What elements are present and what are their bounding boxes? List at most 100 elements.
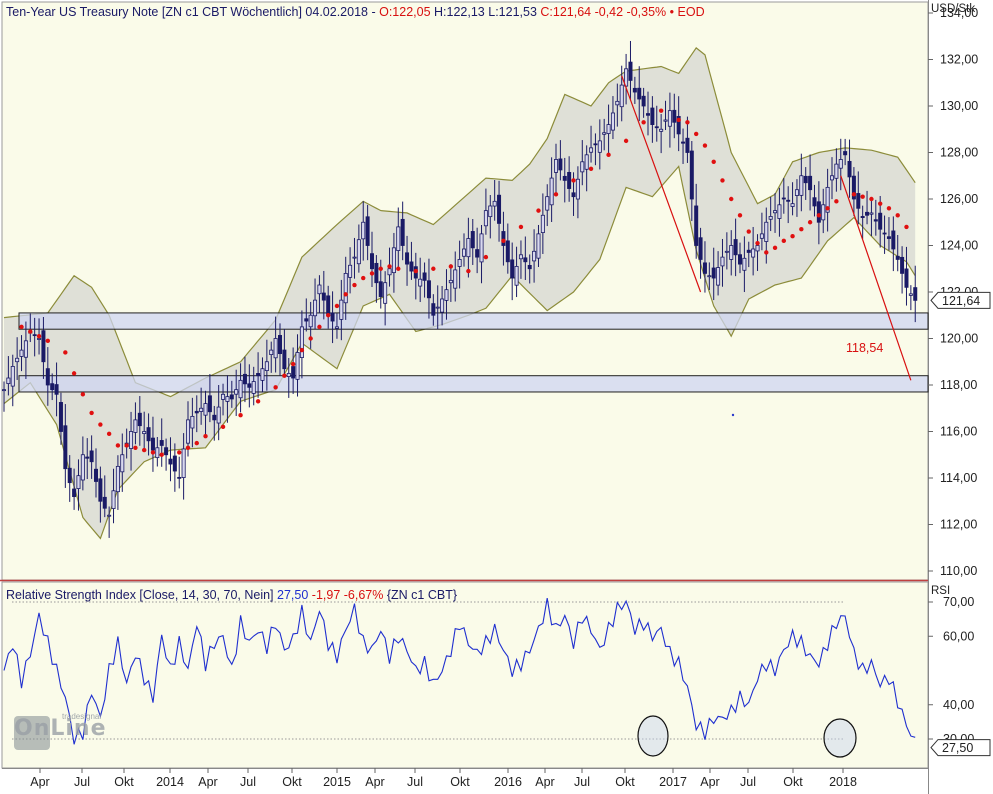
candle-body: [356, 239, 361, 265]
candle-body: [593, 143, 598, 146]
candle-body: [580, 161, 585, 173]
psar-dot: [71, 371, 77, 376]
x-axis-label-2018: 2018: [829, 775, 857, 789]
psar-dot: [413, 268, 419, 274]
psar-dot: [45, 338, 51, 344]
candle-body: [786, 199, 791, 202]
candle-body: [435, 306, 440, 309]
support-zone-2: [18, 375, 929, 393]
psar-dot: [387, 264, 392, 269]
watermark-logo-box: [14, 716, 50, 750]
candle-body: [720, 256, 725, 267]
x-axis-label-okt: Okt: [282, 775, 302, 789]
candle-body: [816, 201, 821, 223]
price-axis-label-120-00: 120,00: [940, 332, 978, 346]
candle-body: [291, 366, 296, 379]
candle-body: [860, 216, 865, 218]
x-axis-label-okt: Okt: [783, 775, 803, 789]
candle-body: [221, 393, 226, 400]
x-axis-label-apr: Apr: [198, 775, 217, 789]
psar-dot: [369, 271, 375, 276]
psar-dot: [36, 333, 42, 339]
candle-body: [794, 189, 799, 196]
last-price-label: 121,64: [942, 294, 980, 308]
candle-body: [133, 419, 138, 433]
x-axis-label-2014: 2014: [156, 775, 184, 789]
bollinger-band-fill: [4, 47, 916, 539]
candle-body: [155, 447, 160, 459]
support-zone-1: [18, 312, 929, 330]
rsi-plot-area: [1, 581, 929, 769]
psar-dot: [115, 443, 121, 448]
psar-dot: [606, 152, 611, 158]
rsi-axis-label-60-00: 60,00: [943, 629, 974, 643]
candle-body: [505, 240, 510, 263]
trend-line-2: [840, 175, 912, 381]
candle-body: [295, 352, 300, 380]
target-price-label: 118,54: [846, 341, 883, 355]
candle-body: [891, 230, 896, 250]
candle-body: [838, 159, 843, 169]
psar-dot: [764, 250, 769, 255]
psar-dot: [816, 213, 822, 218]
candle-body: [724, 250, 729, 253]
psar-dot: [203, 433, 208, 439]
candle-body: [773, 210, 778, 214]
candle-body: [67, 467, 72, 484]
candle-body: [212, 414, 217, 421]
candle-body: [777, 204, 782, 219]
candle-body: [488, 205, 493, 218]
candle-body: [575, 178, 580, 200]
candle-body: [120, 454, 125, 473]
psar-dot: [825, 206, 830, 211]
candle-body: [834, 163, 839, 179]
candle-body: [247, 383, 252, 388]
candle-body: [790, 203, 795, 207]
candle-body: [405, 252, 410, 265]
candle-body: [269, 349, 274, 356]
candle-body: [865, 211, 870, 216]
candle-body: [334, 326, 339, 329]
psar-dot: [325, 313, 331, 318]
candle-body: [808, 175, 813, 191]
candle-body: [444, 289, 449, 301]
psar-dot: [799, 227, 804, 232]
price-axis-label-132-00: 132,00: [940, 53, 978, 67]
watermark-small-text: tradesignal: [62, 712, 102, 721]
rsi-last-value-marker: [930, 739, 991, 757]
psar-dot: [343, 292, 348, 297]
psar-dot: [851, 192, 857, 197]
candle-body: [602, 132, 607, 135]
candle-body: [181, 448, 186, 478]
candle-body: [164, 447, 169, 456]
candle-body: [707, 275, 712, 278]
candle-body: [159, 440, 164, 446]
psar-dot: [194, 440, 199, 446]
candle-body: [383, 282, 388, 304]
candle-body: [812, 197, 817, 207]
candle-body: [510, 259, 515, 279]
rsi-oversold-circle-2: [823, 718, 857, 758]
candle-body: [554, 159, 559, 173]
candle-body: [567, 171, 572, 189]
rsi-oversold-circle-1: [637, 715, 669, 757]
candle-body: [89, 450, 94, 463]
x-axis-label-okt: Okt: [615, 775, 635, 789]
candle-body: [242, 373, 247, 385]
candle-body: [190, 415, 195, 429]
psar-dot: [220, 424, 226, 430]
candle-body: [900, 256, 905, 274]
close-value: C:121,64 -0,42 -0,35%: [540, 5, 667, 19]
candle-body: [847, 160, 852, 178]
psar-dot: [746, 229, 751, 234]
candle-body: [584, 154, 589, 170]
psar-dot: [685, 120, 690, 125]
candle-body: [299, 326, 304, 358]
x-axis-label-jul: Jul: [574, 775, 590, 789]
eod-badge: • EOD: [669, 5, 705, 19]
psar-dot: [834, 199, 839, 204]
candle-body: [492, 200, 497, 207]
rsi-axis-label-70-00: 70,00: [943, 595, 974, 609]
price-axis-label-124-00: 124,00: [940, 239, 978, 253]
price-axis-label-128-00: 128,00: [940, 146, 978, 160]
